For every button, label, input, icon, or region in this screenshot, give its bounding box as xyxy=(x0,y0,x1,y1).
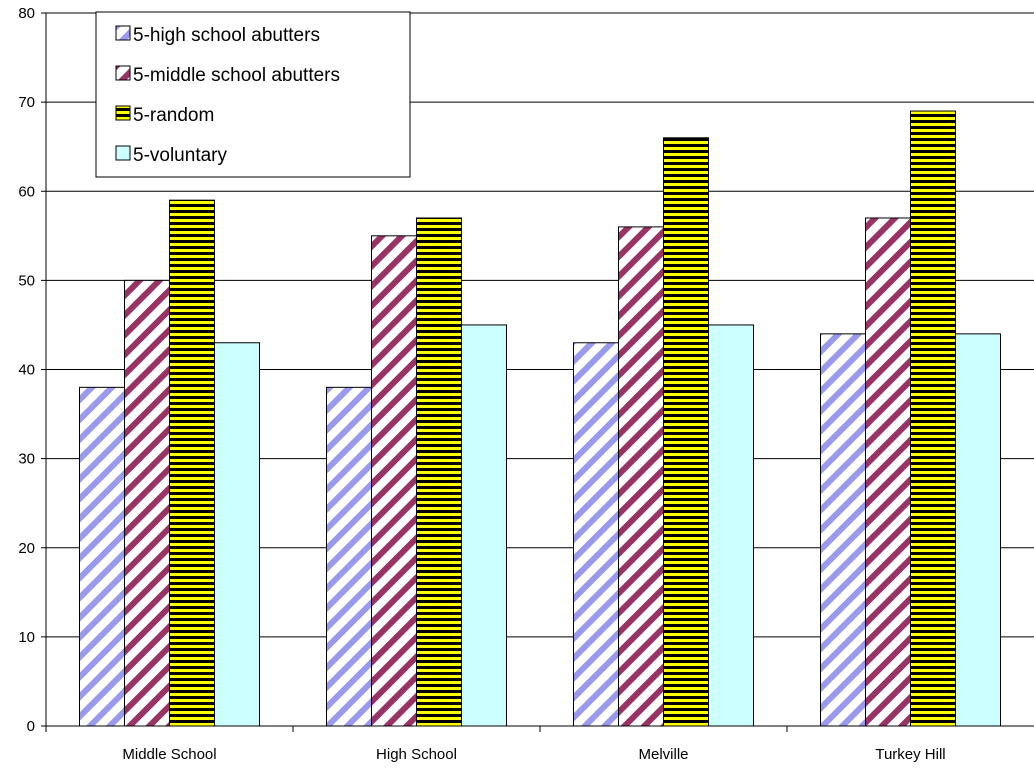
bar-middle-school-series-1 xyxy=(79,386,125,727)
bar-melville-series-2 xyxy=(618,226,664,727)
bar-melville-series-1 xyxy=(573,342,619,727)
y-tick-label: 40 xyxy=(18,362,35,379)
y-tick-label: 30 xyxy=(18,451,35,468)
bar-high-school-series-3 xyxy=(416,217,462,727)
y-tick-label: 20 xyxy=(18,540,35,557)
bars xyxy=(79,110,1001,727)
legend-swatch xyxy=(115,105,131,121)
y-tick-label: 80 xyxy=(18,5,35,22)
bar-high-school-series-2 xyxy=(371,235,417,727)
y-tick-label: 0 xyxy=(27,718,35,735)
y-tick-label: 70 xyxy=(18,94,35,111)
bar-melville-series-4 xyxy=(708,324,754,727)
bar-high-school-series-1 xyxy=(326,386,372,727)
bar-turkey-hill-series-3 xyxy=(910,110,956,727)
x-category-label: High School xyxy=(376,746,457,763)
legend-label: 5-voluntary xyxy=(133,145,227,166)
bar-melville-series-3 xyxy=(663,137,709,727)
bar-middle-school-series-2 xyxy=(124,279,170,727)
x-category-label: Melville xyxy=(638,746,688,763)
legend-box xyxy=(95,11,411,178)
bar-turkey-hill-series-2 xyxy=(865,217,911,727)
legend-label: 5-middle school abutters xyxy=(133,65,340,86)
bar-turkey-hill-series-1 xyxy=(820,333,866,727)
y-tick-label: 10 xyxy=(18,629,35,646)
legend-swatch xyxy=(115,25,131,41)
legend-label: 5-high school abutters xyxy=(133,25,320,46)
bar-high-school-series-4 xyxy=(461,324,507,727)
legend-swatch xyxy=(115,65,131,81)
x-category-label: Turkey Hill xyxy=(875,746,945,763)
legend: 5-high school abutters 5-middle school ab… xyxy=(95,11,411,178)
y-tick-label: 60 xyxy=(18,183,35,200)
legend-label: 5-random xyxy=(133,105,214,126)
bar-middle-school-series-3 xyxy=(169,199,215,727)
bar-turkey-hill-series-4 xyxy=(955,333,1001,727)
bar-middle-school-series-4 xyxy=(214,342,260,727)
y-tick-label: 50 xyxy=(18,272,35,289)
axes: 0 10 20 30 40 50 60 70 80 Middle School High Schoo… xyxy=(18,5,1034,763)
x-category-label: Middle School xyxy=(122,746,216,763)
legend-swatch xyxy=(115,145,131,161)
